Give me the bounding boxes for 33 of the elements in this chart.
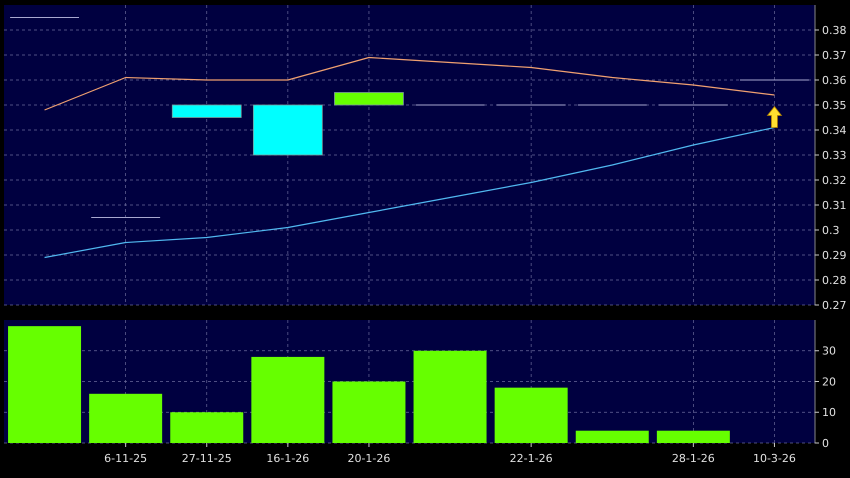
bar [89, 394, 162, 443]
bar [576, 430, 649, 443]
y-tick-label: 0 [822, 436, 829, 450]
y-tick-label: 0.32 [822, 174, 846, 187]
x-tick-label: 6-11-25 [104, 452, 148, 465]
x-tick-label: 22-1-26 [510, 452, 553, 465]
y-tick-label: 10 [822, 406, 836, 420]
bar [251, 356, 324, 443]
bar [8, 326, 82, 443]
x-tick-label: 28-1-26 [672, 452, 715, 465]
bar [332, 382, 406, 443]
bar [414, 350, 487, 443]
y-tick-label: 0.34 [822, 124, 846, 137]
y-tick-label: 0.28 [822, 274, 846, 287]
y-tick-label: 0.37 [822, 48, 846, 62]
x-tick-label: 20-1-26 [347, 452, 390, 465]
y-tick-label: 20 [822, 375, 836, 388]
line-series [44, 56, 776, 111]
bar [656, 430, 730, 443]
y-tick-label: 0.36 [822, 74, 846, 87]
x-tick-label: 10-3-26 [752, 452, 796, 465]
y-tick-label: 0.33 [822, 148, 846, 162]
bar [494, 388, 568, 443]
y-tick-label: 0.3 [822, 224, 840, 237]
y-tick-label: 0.31 [822, 198, 846, 212]
x-tick-label: 27-11-25 [182, 452, 232, 465]
x-tick-label: 16-1-26 [266, 452, 310, 465]
y-tick-label: 0.38 [822, 24, 846, 37]
y-tick-label: 0.35 [822, 98, 846, 112]
bar [170, 412, 244, 443]
y-tick-label: 0.29 [822, 248, 846, 262]
y-tick-label: 0.27 [822, 298, 846, 312]
y-tick-label: 30 [822, 344, 836, 358]
